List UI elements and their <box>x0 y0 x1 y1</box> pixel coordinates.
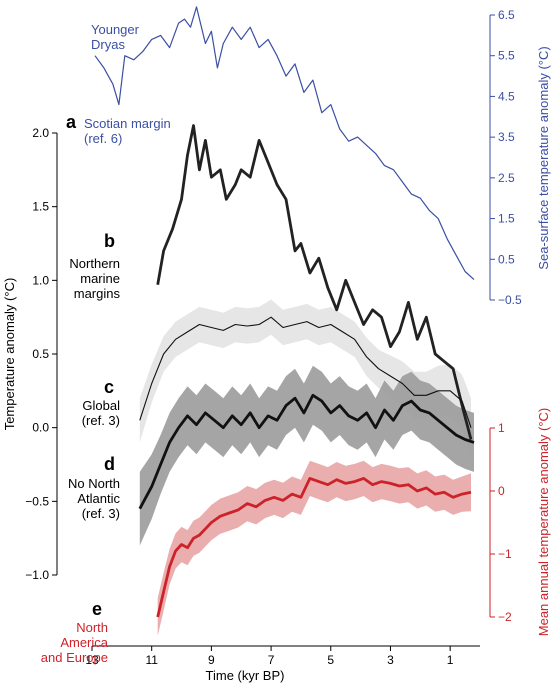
right-tick-label-2: 1.5 <box>498 212 515 226</box>
series-line-b <box>156 124 473 440</box>
right-tick-label-3: 2.5 <box>498 171 515 185</box>
time-tick-label-6: 1 <box>447 653 454 667</box>
series-b-name: Northern marine margins <box>69 256 120 301</box>
series-a-name-line-1: (ref. 6) <box>84 131 122 146</box>
series-line-c <box>139 316 472 428</box>
time-tick-label-1: 11 <box>145 653 158 667</box>
series-a-name: Scotian margin (ref. 6) <box>84 116 171 146</box>
series-a-name-line-0: Scotian margin <box>84 116 171 131</box>
right-tick-label-4: 3.5 <box>498 130 515 144</box>
band-c <box>139 299 472 458</box>
right-tick-label-7: 6.5 <box>498 8 515 22</box>
right-lower-tick-label-2: 0 <box>498 484 505 498</box>
series-line-e <box>156 477 472 618</box>
right-tick-label-6: 5.5 <box>498 49 515 63</box>
series-d-name: No North Atlantic (ref. 3) <box>68 476 121 521</box>
left-tick-label-1: −0.5 <box>25 494 49 508</box>
mean-annual-temperature-ticks: −2 −1 0 1 <box>490 421 512 624</box>
panel-c-letter: c <box>104 377 114 397</box>
time-tick-label-0: 13 <box>85 653 99 667</box>
series-e-name-line-1: America <box>60 635 108 650</box>
right-lower-tick-label-1: −1 <box>498 547 512 561</box>
series-e-name-line-0: North <box>76 620 108 635</box>
temperature-anomaly-ticks: −1.0 −0.5 0.0 0.5 1.0 1.5 2.0 <box>25 126 57 582</box>
right-tick-label-0: −0.5 <box>498 293 522 307</box>
series-lines <box>94 6 475 618</box>
series-b-name-line-0: Northern <box>69 256 120 271</box>
left-tick-label-3: 0.5 <box>32 347 49 361</box>
series-e-name-line-2: and Europe <box>41 650 108 665</box>
series-line-d <box>138 393 475 510</box>
time-tick-label-5: 3 <box>387 653 394 667</box>
time-tick-label-2: 9 <box>208 653 215 667</box>
series-line-a <box>94 6 475 281</box>
left-tick-label-0: −1.0 <box>25 568 49 582</box>
left-tick-label-6: 2.0 <box>32 126 49 140</box>
series-e-name: North America and Europe <box>41 620 109 665</box>
younger-dryas-label-line-1: Dryas <box>91 37 125 52</box>
series-d-name-line-1: Atlantic <box>77 491 120 506</box>
series-b-name-line-1: marine <box>80 271 120 286</box>
time-tick-label-3: 7 <box>268 653 275 667</box>
mean-annual-temperature-axis: −2 −1 0 1 Mean annual temperature anomaly (… <box>489 408 551 636</box>
younger-dryas-label-line-0: Younger <box>91 22 140 37</box>
panel-b-letter: b <box>104 231 115 251</box>
band-e <box>157 460 471 636</box>
right-tick-label-1: 0.5 <box>498 252 515 266</box>
temperature-anomaly-axis-label: Temperature anomaly (°C) <box>2 278 17 431</box>
series-b-name-line-2: margins <box>74 286 121 301</box>
series-d-name-line-2: (ref. 3) <box>82 506 120 521</box>
time-axis-label: Time (kyr BP) <box>206 668 285 683</box>
time-tick-label-4: 5 <box>327 653 334 667</box>
panel-e-letter: e <box>92 599 102 619</box>
series-d-name-line-0: No North <box>68 476 120 491</box>
time-axis: 13 11 9 7 5 3 1 Time (kyr BP) <box>85 645 480 683</box>
series-c-name-line-0: Global <box>82 398 120 413</box>
series-c-name: Global (ref. 3) <box>82 398 120 428</box>
sea-surface-temperature-ticks: −0.5 0.5 1.5 2.5 3.5 4.5 5.5 6.5 <box>490 8 522 307</box>
panel-d-letter: d <box>104 454 115 474</box>
series-c-name-line-1: (ref. 3) <box>82 413 120 428</box>
right-lower-tick-label-0: −2 <box>498 610 512 624</box>
panel-a-letter: a <box>66 112 77 132</box>
sea-surface-temperature-axis-label: Sea-surface temperature anomaly (°C) <box>536 46 551 269</box>
left-tick-label-2: 0.0 <box>32 421 49 435</box>
band-d <box>139 365 475 546</box>
sea-surface-temperature-axis: −0.5 0.5 1.5 2.5 3.5 4.5 5.5 6.5 Sea-surface te… <box>489 8 551 307</box>
right-tick-label-5: 4.5 <box>498 89 515 103</box>
time-axis-ticks: 13 11 9 7 5 3 1 <box>85 646 454 667</box>
left-tick-label-5: 1.5 <box>32 200 49 214</box>
temperature-anomaly-axis: −1.0 −0.5 0.0 0.5 1.0 1.5 2.0 Temperature anom… <box>2 126 58 582</box>
panel-labels: a Scotian margin (ref. 6) Younger Dryas b … <box>41 22 171 665</box>
left-tick-label-4: 1.0 <box>32 273 49 287</box>
uncertainty-bands <box>139 299 475 636</box>
younger-dryas-label: Younger Dryas <box>91 22 140 52</box>
mean-annual-temperature-axis-label: Mean annual temperature anomaly (°C) <box>536 408 551 636</box>
right-lower-tick-label-3: 1 <box>498 421 505 435</box>
